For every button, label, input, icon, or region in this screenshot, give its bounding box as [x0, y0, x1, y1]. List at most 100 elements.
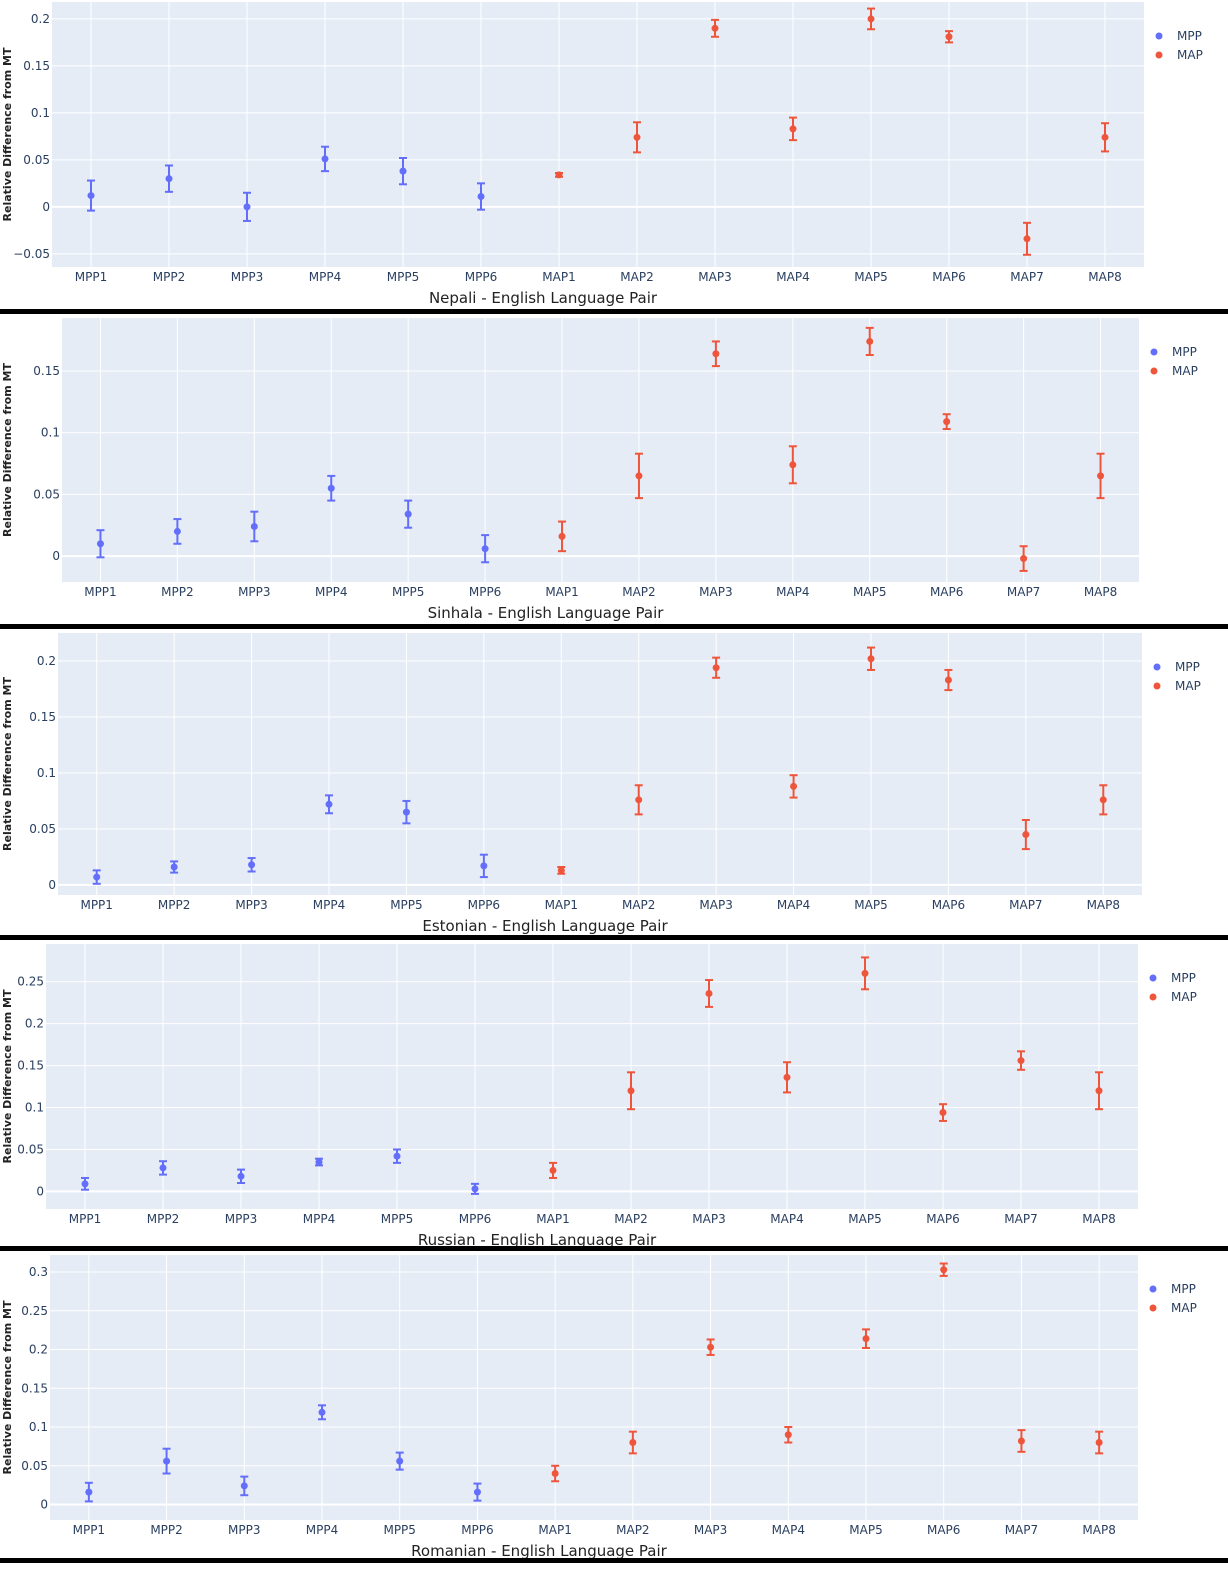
x-tick-label: MPP1 — [75, 270, 107, 284]
data-point-map-map2 — [628, 1430, 637, 1455]
x-tick-label: MPP3 — [228, 1523, 260, 1537]
y-tick-label: 0.1 — [25, 1101, 44, 1115]
data-point-map-map6 — [939, 1262, 948, 1277]
x-tick-label: MAP2 — [622, 898, 655, 912]
data-point-map-map1 — [551, 1464, 560, 1483]
y-tick-label: 0.2 — [37, 654, 56, 668]
legend-item-mpp[interactable]: MPP — [1149, 971, 1196, 985]
x-tick-label: MPP3 — [235, 898, 267, 912]
x-tick-label: MAP6 — [926, 1212, 959, 1226]
x-tick-label: MAP8 — [1088, 270, 1121, 284]
legend: MPP MAP — [1149, 1282, 1197, 1315]
legend-item-map[interactable]: MAP — [1150, 364, 1198, 378]
legend-item-map[interactable]: MAP — [1153, 679, 1201, 693]
data-point-map-map1 — [557, 866, 566, 875]
x-tick-label: MPP2 — [150, 1523, 182, 1537]
data-point-map-map4 — [789, 774, 798, 799]
svg-text:MPP: MPP — [1172, 345, 1197, 359]
panel-title: Estonian - English Language Pair — [422, 917, 668, 935]
x-tick-label: MAP7 — [1004, 1212, 1037, 1226]
x-tick-label: MAP8 — [1084, 585, 1117, 599]
x-tick-label: MAP6 — [932, 898, 965, 912]
y-tick-label: 0.25 — [17, 975, 44, 989]
y-tick-label: 0 — [52, 549, 60, 563]
legend-item-map[interactable]: MAP — [1155, 48, 1203, 62]
x-tick-label: MPP5 — [392, 585, 424, 599]
x-tick-label: MAP3 — [692, 1212, 725, 1226]
data-point-mpp-mpp6 — [471, 1182, 479, 1195]
x-tick-label: MAP8 — [1082, 1212, 1115, 1226]
svg-text:MAP: MAP — [1172, 364, 1198, 378]
legend-item-map[interactable]: MAP — [1149, 1301, 1197, 1315]
x-tick-label: MPP5 — [381, 1212, 413, 1226]
x-tick-label: MAP4 — [777, 898, 810, 912]
y-tick-label: 0.05 — [23, 153, 50, 167]
x-tick-label: MPP5 — [390, 898, 422, 912]
data-point-map-map7 — [1019, 545, 1028, 572]
panel-divider — [0, 935, 1228, 940]
x-tick-label: MPP1 — [84, 585, 116, 599]
x-tick-label: MPP1 — [69, 1212, 101, 1226]
data-point-map-map6 — [942, 413, 951, 431]
y-axis-label: Relative Difference from MT — [1, 1300, 14, 1474]
chart-panel-1: −0.05 0 0.05 0.1 0.15 0.2 MPP1 MPP2 MPP3 MPP4 MPP5… — [1, 2, 1203, 307]
x-tick-label: MAP8 — [1087, 898, 1120, 912]
data-point-mpp-mpp4 — [325, 794, 333, 815]
x-tick-label: MPP4 — [315, 585, 347, 599]
x-tick-label: MPP6 — [469, 585, 501, 599]
y-tick-label: 0.15 — [33, 364, 60, 378]
data-point-map-map2 — [633, 121, 641, 154]
data-point-map-map8 — [1101, 122, 1109, 153]
x-tick-label: MAP2 — [614, 1212, 647, 1226]
x-tick-label: MPP1 — [80, 898, 112, 912]
panel-title: Nepali - English Language Pair — [429, 289, 658, 307]
data-point-map-map8 — [1095, 1071, 1103, 1111]
data-point-mpp-mpp2 — [170, 860, 179, 874]
x-tick-label: MAP8 — [1082, 1523, 1115, 1537]
y-tick-label: 0 — [36, 1184, 44, 1198]
y-tick-label: 0.05 — [17, 1142, 44, 1156]
data-point-map-map6 — [939, 1103, 947, 1122]
legend: MPP MAP — [1150, 345, 1198, 378]
plot-area — [46, 944, 1138, 1209]
y-tick-label: 0 — [42, 200, 50, 214]
y-tick-label: 0.2 — [29, 1343, 48, 1357]
legend: MPP MAP — [1149, 971, 1197, 1004]
y-tick-label: 0.15 — [23, 59, 50, 73]
x-tick-label: MAP5 — [854, 270, 887, 284]
data-point-map-map3 — [711, 340, 720, 368]
x-tick-label: MAP7 — [1009, 898, 1042, 912]
x-tick-label: MAP4 — [772, 1523, 805, 1537]
svg-text:MAP: MAP — [1171, 990, 1197, 1004]
data-point-map-map8 — [1099, 784, 1108, 816]
data-point-map-map7 — [1017, 1050, 1025, 1071]
panel-title: Sinhala - English Language Pair — [428, 604, 665, 622]
svg-text:MPP: MPP — [1171, 971, 1196, 985]
data-point-map-map7 — [1021, 818, 1030, 851]
x-tick-label: MAP3 — [699, 898, 732, 912]
legend-item-mpp[interactable]: MPP — [1149, 1282, 1196, 1296]
legend-item-map[interactable]: MAP — [1149, 990, 1197, 1004]
x-tick-label: MPP6 — [465, 270, 497, 284]
plot-area — [58, 633, 1142, 895]
legend-item-mpp[interactable]: MPP — [1153, 660, 1200, 674]
x-tick-label: MPP3 — [225, 1212, 257, 1226]
legend-item-mpp[interactable]: MPP — [1150, 345, 1197, 359]
svg-text:MPP: MPP — [1171, 1282, 1196, 1296]
x-tick-label: MPP2 — [161, 585, 193, 599]
chart-panel-5: 0 0.05 0.1 0.15 0.2 0.25 0.3 MPP1 MPP2 MPP3 MPP4 MP… — [1, 1255, 1197, 1558]
data-point-mpp-mpp4 — [321, 145, 329, 173]
data-point-map-map6 — [945, 30, 953, 44]
data-point-mpp-mpp5 — [402, 799, 411, 825]
x-tick-label: MPP5 — [383, 1523, 415, 1537]
data-point-mpp-mpp5 — [399, 156, 407, 186]
x-tick-label: MAP2 — [616, 1523, 649, 1537]
x-tick-label: MAP1 — [538, 1523, 571, 1537]
legend-item-mpp[interactable]: MPP — [1155, 29, 1202, 43]
x-tick-label: MAP6 — [930, 585, 963, 599]
data-point-map-map2 — [634, 784, 643, 816]
y-tick-label: 0.1 — [29, 1420, 48, 1434]
y-tick-label: 0.15 — [29, 710, 56, 724]
y-tick-label: 0.05 — [33, 487, 60, 501]
data-point-map-map8 — [1096, 452, 1105, 500]
